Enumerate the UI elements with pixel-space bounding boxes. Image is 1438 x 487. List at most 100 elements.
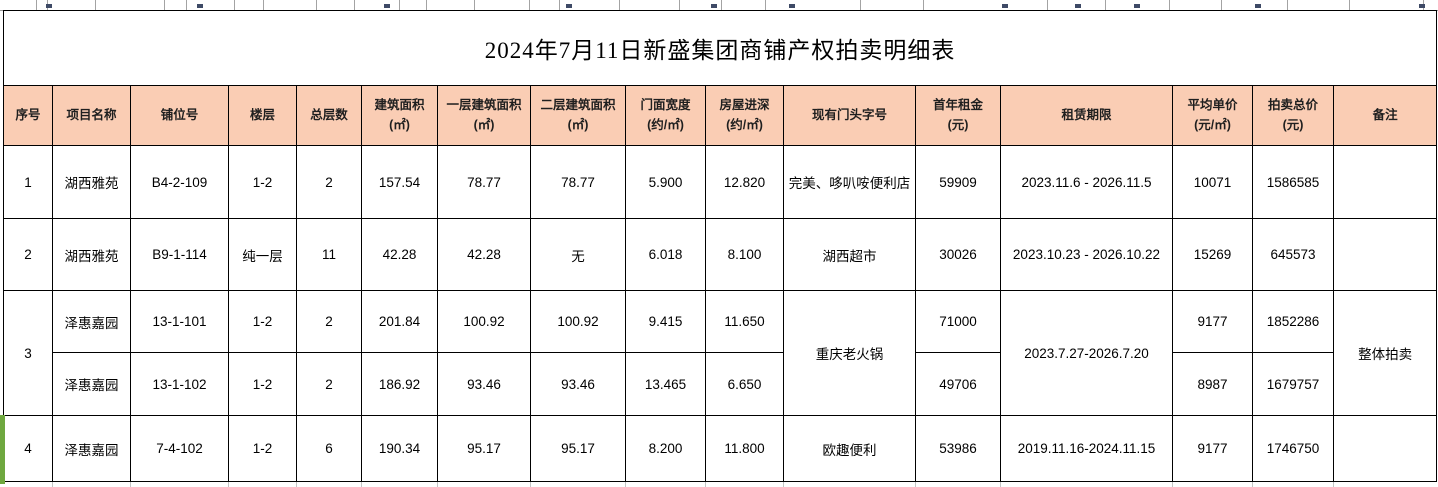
- cell-r3b-avg-price[interactable]: 8987: [1172, 352, 1253, 416]
- header-total-price[interactable]: 拍卖总价 (元): [1252, 85, 1334, 146]
- cell-r2-area-f2[interactable]: 无: [530, 218, 626, 291]
- cell-r2-depth[interactable]: 8.100: [705, 218, 784, 291]
- cell-r1-project[interactable]: 湖西雅苑: [52, 145, 131, 219]
- cell-r3a-unit-no[interactable]: 13-1-101: [130, 290, 229, 353]
- cell-r3b-unit-no[interactable]: 13-1-102: [130, 352, 229, 416]
- header-floor[interactable]: 楼层: [228, 85, 297, 146]
- header-area[interactable]: 建筑面积 (㎡): [361, 85, 438, 146]
- cell-r4-tenant[interactable]: 欧趣便利: [783, 415, 916, 482]
- cell-r3b-rent[interactable]: 49706: [915, 352, 1001, 416]
- cell-r1-floor[interactable]: 1-2: [228, 145, 297, 219]
- cell-r3a-total-floors[interactable]: 2: [296, 290, 362, 353]
- cell-r1-note[interactable]: [1332, 145, 1438, 219]
- cell-r2-area-f1[interactable]: 42.28: [437, 218, 531, 291]
- header-unit-no[interactable]: 铺位号: [130, 85, 229, 146]
- header-depth[interactable]: 房屋进深 (约/㎡): [705, 85, 784, 146]
- cell-r1-total-price[interactable]: 1586585: [1252, 145, 1334, 219]
- header-label: 二层建筑面积: [540, 98, 616, 113]
- clipped-text-fragment: [1002, 4, 1008, 8]
- cell-r3-lease[interactable]: 2023.7.27-2026.7.20: [1000, 290, 1173, 416]
- cell-r3-tenant[interactable]: 重庆老火锅: [783, 290, 916, 416]
- cell-r2-total-floors[interactable]: 11: [296, 218, 362, 291]
- cell-r1-avg-price[interactable]: 10071: [1172, 145, 1253, 219]
- cell-r3-seq[interactable]: 3: [3, 290, 53, 416]
- sheet-edge-highlight: [0, 415, 5, 484]
- cell-r4-unit-no[interactable]: 7-4-102: [130, 415, 229, 482]
- cell-r3b-area[interactable]: 186.92: [361, 352, 438, 416]
- cell-r3a-project[interactable]: 泽惠嘉园: [52, 290, 131, 353]
- cell-r1-rent[interactable]: 59909: [915, 145, 1001, 219]
- cell-r4-depth[interactable]: 11.800: [705, 415, 784, 482]
- cell-r3a-total-price[interactable]: 1852286: [1252, 290, 1334, 353]
- header-label: 首年租金: [932, 98, 983, 113]
- cell-r3a-avg-price[interactable]: 9177: [1172, 290, 1253, 353]
- cell-r3b-total-price[interactable]: 1679757: [1252, 352, 1334, 416]
- header-note[interactable]: 备注: [1332, 85, 1438, 146]
- cell-r2-unit-no[interactable]: B9-1-114: [130, 218, 229, 291]
- header-area-f2[interactable]: 二层建筑面积 (㎡): [530, 85, 626, 146]
- cell-r3a-floor[interactable]: 1-2: [228, 290, 297, 353]
- cell-r2-note[interactable]: [1332, 218, 1438, 291]
- cell-r4-project[interactable]: 泽惠嘉园: [52, 415, 131, 482]
- cell-r4-lease[interactable]: 2019.11.16-2024.11.15: [1000, 415, 1173, 482]
- header-lease[interactable]: 租赁期限: [1000, 85, 1173, 146]
- cell-r4-note[interactable]: [1332, 415, 1438, 482]
- header-project[interactable]: 项目名称: [52, 85, 131, 146]
- cell-r3b-depth[interactable]: 6.650: [705, 352, 784, 416]
- cell-r1-area-f2[interactable]: 78.77: [530, 145, 626, 219]
- cell-r3b-area-f1[interactable]: 93.46: [437, 352, 531, 416]
- cell-r1-width[interactable]: 5.900: [625, 145, 706, 219]
- header-rent[interactable]: 首年租金 (元): [915, 85, 1001, 146]
- cell-r4-area-f1[interactable]: 95.17: [437, 415, 531, 482]
- cell-r2-lease[interactable]: 2023.10.23 - 2026.10.22: [1000, 218, 1173, 291]
- cell-r4-total-price[interactable]: 1746750: [1252, 415, 1334, 482]
- cell-r3b-project[interactable]: 泽惠嘉园: [52, 352, 131, 416]
- cell-r1-area-f1[interactable]: 78.77: [437, 145, 531, 219]
- cell-r1-unit-no[interactable]: B4-2-109: [130, 145, 229, 219]
- cell-r3b-floor[interactable]: 1-2: [228, 352, 297, 416]
- cell-r2-total-price[interactable]: 645573: [1252, 218, 1334, 291]
- cell-r2-area[interactable]: 42.28: [361, 218, 438, 291]
- cell-r3a-width[interactable]: 9.415: [625, 290, 706, 353]
- header-tenant[interactable]: 现有门头字号: [783, 85, 916, 146]
- cell-r2-seq[interactable]: 2: [3, 218, 53, 291]
- cell-r1-depth[interactable]: 12.820: [705, 145, 784, 219]
- header-width[interactable]: 门面宽度 (约/㎡): [625, 85, 706, 146]
- cell-r2-rent[interactable]: 30026: [915, 218, 1001, 291]
- table-title-cell[interactable]: 2024年7月11日新盛集团商铺产权拍卖明细表: [2, 10, 1438, 86]
- cell-r1-seq[interactable]: 1: [3, 145, 53, 219]
- cell-r3a-area-f2[interactable]: 100.92: [530, 290, 626, 353]
- cell-r3a-area-f1[interactable]: 100.92: [437, 290, 531, 353]
- cell-r1-lease[interactable]: 2023.11.6 - 2026.11.5: [1000, 145, 1173, 219]
- cell-r2-tenant[interactable]: 湖西超市: [783, 218, 916, 291]
- header-label: 现有门头字号: [811, 107, 887, 122]
- cell-r4-seq[interactable]: 4: [3, 415, 53, 482]
- header-total-floors[interactable]: 总层数: [296, 85, 362, 146]
- cell-r3a-area[interactable]: 201.84: [361, 290, 438, 353]
- cell-r4-width[interactable]: 8.200: [625, 415, 706, 482]
- cell-r2-project[interactable]: 湖西雅苑: [52, 218, 131, 291]
- cell-r3b-area-f2[interactable]: 93.46: [530, 352, 626, 416]
- cell-r4-total-floors[interactable]: 6: [296, 415, 362, 482]
- cell-r1-tenant[interactable]: 完美、哆叭咹便利店: [783, 145, 916, 219]
- header-area-f1[interactable]: 一层建筑面积 (㎡): [437, 85, 531, 146]
- header-unit: (约/㎡): [726, 117, 763, 132]
- cell-r3b-width[interactable]: 13.465: [625, 352, 706, 416]
- cell-r1-area[interactable]: 157.54: [361, 145, 438, 219]
- cell-r4-area-f2[interactable]: 95.17: [530, 415, 626, 482]
- cell-r3b-total-floors[interactable]: 2: [296, 352, 362, 416]
- header-seq[interactable]: 序号: [3, 85, 53, 146]
- cell-r3a-depth[interactable]: 11.650: [705, 290, 784, 353]
- cell-r2-avg-price[interactable]: 15269: [1172, 218, 1253, 291]
- cell-r3-note[interactable]: 整体拍卖: [1332, 290, 1438, 416]
- header-avg-price[interactable]: 平均单价 (元/㎡): [1172, 85, 1253, 146]
- cell-r4-floor[interactable]: 1-2: [228, 415, 297, 482]
- grid-separator: [354, 0, 355, 10]
- cell-r1-total-floors[interactable]: 2: [296, 145, 362, 219]
- cell-r3a-rent[interactable]: 71000: [915, 290, 1001, 353]
- cell-r4-area[interactable]: 190.34: [361, 415, 438, 482]
- cell-r4-rent[interactable]: 53986: [915, 415, 1001, 482]
- cell-r4-avg-price[interactable]: 9177: [1172, 415, 1253, 482]
- cell-r2-floor[interactable]: 纯一层: [228, 218, 297, 291]
- cell-r2-width[interactable]: 6.018: [625, 218, 706, 291]
